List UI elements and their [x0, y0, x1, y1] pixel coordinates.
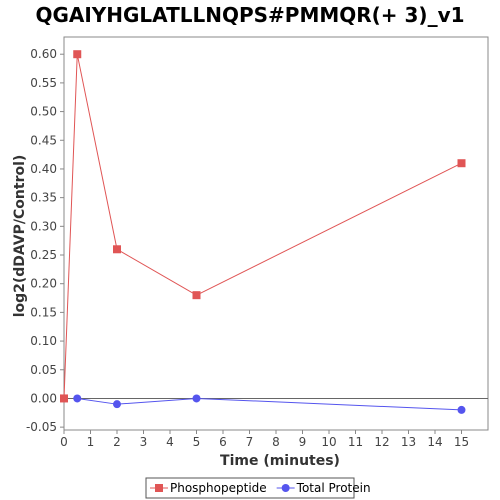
y-tick-label: 0.55: [30, 76, 57, 90]
y-tick-label: 0.30: [30, 219, 57, 233]
x-axis: 0 1 2 3 4 5 6 7 8 9 10 11 12 13 14 15: [60, 430, 469, 449]
x-tick-label: 0: [60, 435, 68, 449]
legend: Phosphopeptide Total Protein: [145, 477, 371, 499]
x-tick-label: 9: [299, 435, 307, 449]
y-tick-label: 0.00: [30, 391, 57, 405]
chart-title: QGAIYHGLATLLNQPS#PMMQR(+ 3)_v1: [35, 3, 464, 27]
y-tick-label: 0.15: [30, 305, 57, 319]
x-tick-label: 1: [87, 435, 95, 449]
y-tick-label: 0.20: [30, 277, 57, 291]
x-tick-label: 12: [374, 435, 389, 449]
y-tick-label: 0.50: [30, 105, 57, 119]
x-tick-label: 5: [193, 435, 201, 449]
series-line-1: [77, 397, 462, 411]
x-tick-label: 10: [321, 435, 336, 449]
x-tick-label: 15: [454, 435, 469, 449]
data-point-0: [60, 394, 68, 403]
x-tick-label: 7: [246, 435, 254, 449]
series-layer: [60, 50, 466, 414]
y-tick-label: 0.35: [30, 191, 57, 205]
legend-label-1: Total Protein: [296, 481, 371, 495]
y-tick-label: 0.05: [30, 363, 57, 377]
legend-box: [145, 477, 355, 499]
x-tick-label: 4: [166, 435, 174, 449]
data-point-0: [457, 159, 466, 168]
y-tick-label: 0.10: [30, 334, 57, 348]
legend-marker-0: [155, 484, 163, 492]
y-tick-label: 0.45: [30, 133, 57, 147]
data-point-1: [457, 405, 466, 414]
plot-area: [63, 36, 489, 431]
y-tick-label: 0.60: [30, 47, 57, 61]
y-tick-label: 0.25: [30, 248, 57, 262]
data-point-0: [192, 291, 201, 300]
x-tick-label: 8: [272, 435, 280, 449]
data-point-0: [113, 245, 121, 254]
x-axis-label: Time (minutes): [220, 453, 340, 469]
x-tick-label: 13: [401, 435, 416, 449]
legend-marker-1: [281, 484, 290, 492]
x-tick-label: 14: [427, 435, 442, 449]
x-tick-label: 6: [219, 435, 227, 449]
legend-label-0: Phosphopeptide: [170, 481, 267, 495]
x-tick-label: 2: [113, 435, 121, 449]
y-tick-label: 0.40: [30, 162, 57, 176]
x-tick-label: 3: [140, 435, 148, 449]
x-tick-label: 11: [348, 435, 363, 449]
data-point-1: [113, 400, 121, 409]
y-tick-label: -0.05: [26, 420, 57, 434]
data-point-1: [73, 394, 82, 403]
y-axis: -0.05 0.00 0.05 0.10 0.15 0.20 0.25 0.30 0.35 0.4…: [26, 47, 64, 434]
data-point-0: [73, 50, 82, 59]
data-point-1: [192, 394, 201, 403]
y-axis-label: log2(dDAVP/Control): [12, 155, 28, 318]
